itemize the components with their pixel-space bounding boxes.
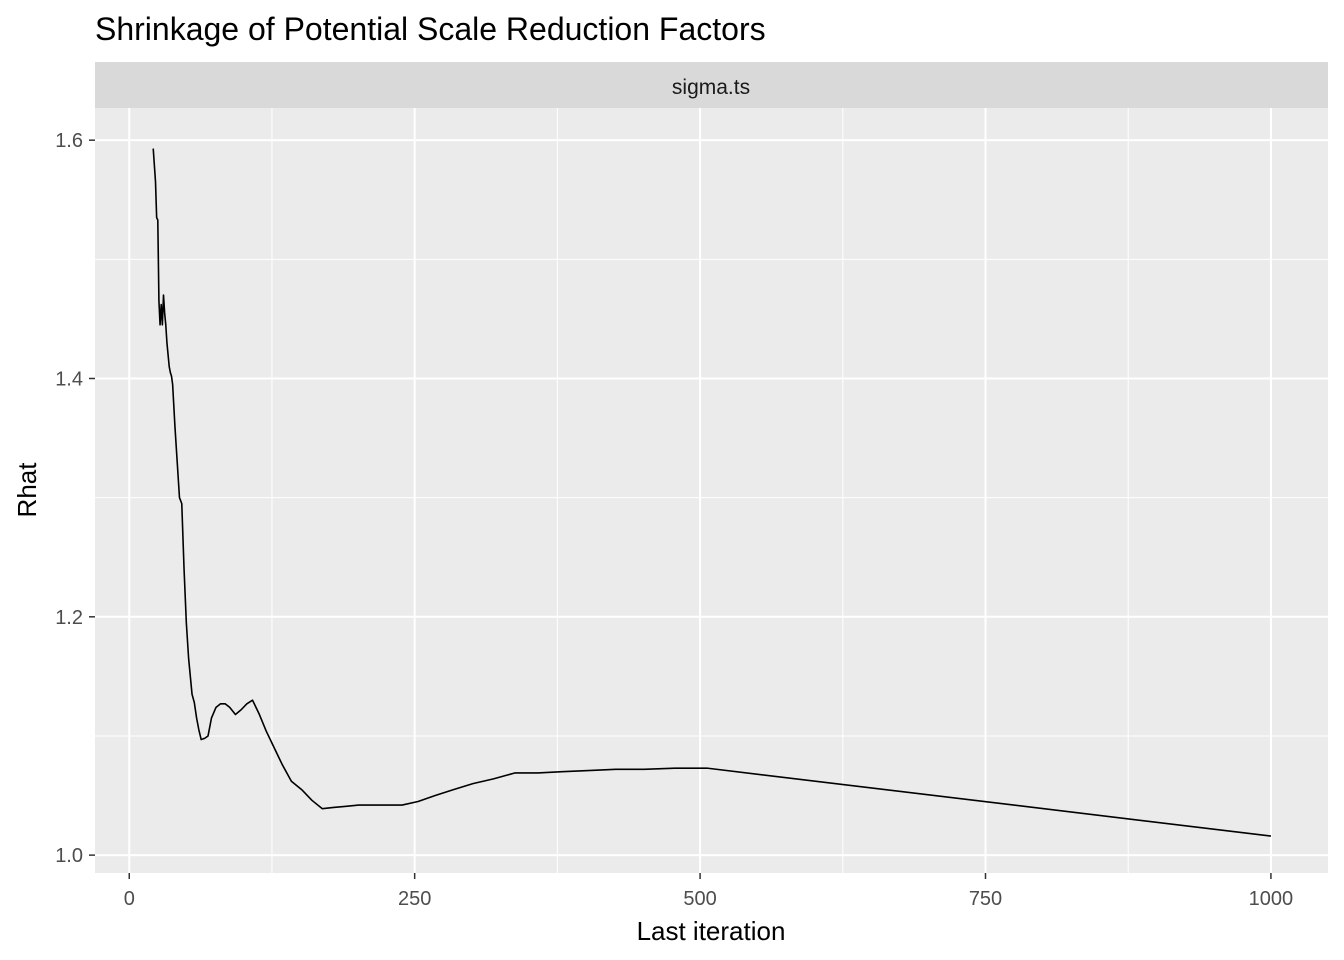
y-tick-label: 1.0 [55, 845, 83, 867]
facet-label: sigma.ts [672, 76, 750, 99]
x-tick-label: 500 [683, 888, 716, 910]
x-axis-title: Last iteration [637, 916, 786, 946]
x-tick-label: 1000 [1249, 888, 1294, 910]
y-axis-title: Rhat [12, 462, 42, 518]
gridlines [95, 108, 1328, 873]
plot-panel [95, 108, 1328, 873]
y-tick-label: 1.4 [55, 368, 83, 390]
x-tick-label: 0 [124, 888, 135, 910]
series-layer [152, 148, 1272, 837]
x-tick-label: 750 [969, 888, 1002, 910]
facet-strip [95, 62, 1328, 108]
chart-title: Shrinkage of Potential Scale Reduction F… [95, 11, 766, 47]
axes: 0 250 500 750 1000 1.0 1.2 1.4 1.6 [55, 130, 1293, 910]
x-tick-label: 250 [398, 888, 431, 910]
y-tick-label: 1.2 [55, 607, 83, 629]
y-tick-label: 1.6 [55, 130, 83, 152]
rhat-series-line [152, 148, 1272, 837]
